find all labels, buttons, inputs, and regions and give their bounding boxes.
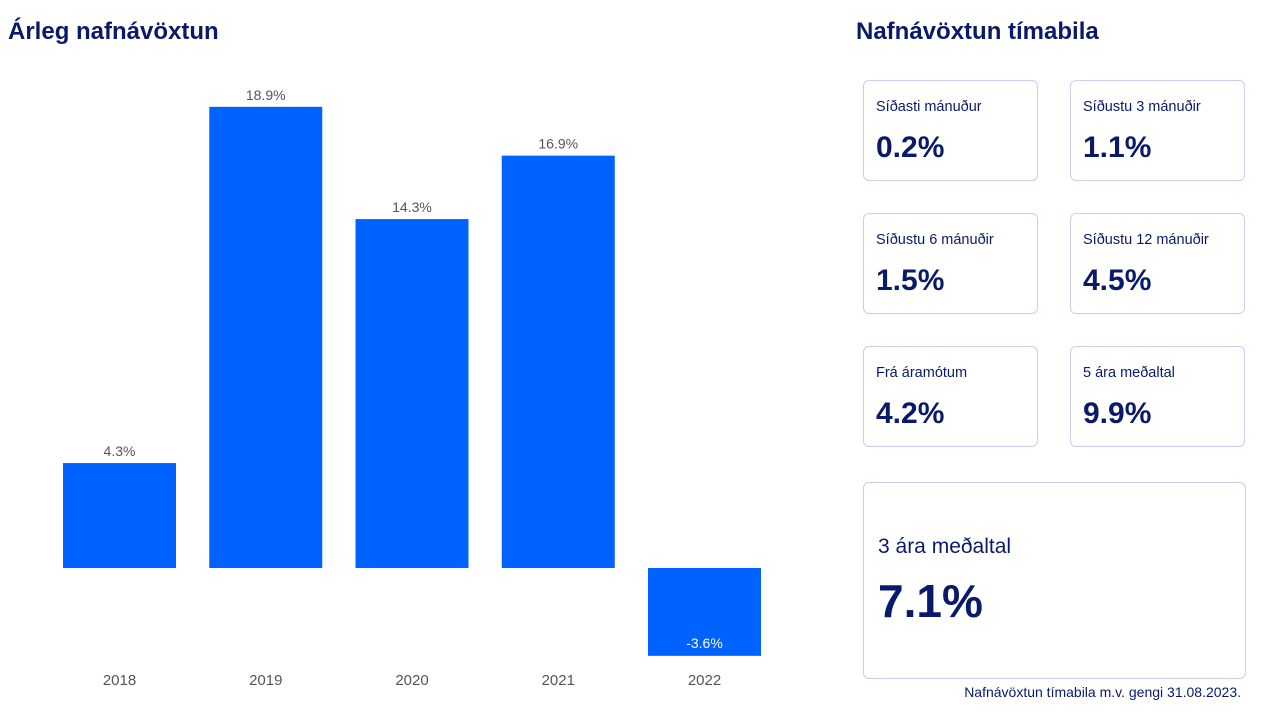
card-value: 9.9% bbox=[1083, 397, 1152, 430]
card-label: 5 ára meðaltal bbox=[1083, 365, 1175, 381]
x-tick-2020: 2020 bbox=[395, 672, 428, 689]
data-label-2018: 4.3% bbox=[104, 443, 136, 459]
bar-2020 bbox=[355, 219, 469, 568]
card-label: Síðustu 3 mánuðir bbox=[1083, 99, 1201, 115]
card-value: 4.2% bbox=[876, 397, 945, 430]
card-last-3-months: Síðustu 3 mánuðir 1.1% bbox=[1070, 80, 1245, 181]
card-value: 1.5% bbox=[876, 264, 945, 297]
x-tick-2021: 2021 bbox=[542, 672, 575, 689]
x-tick-2019: 2019 bbox=[249, 672, 282, 689]
card-value: 1.1% bbox=[1083, 131, 1152, 164]
card-last-6-months: Síðustu 6 mánuðir 1.5% bbox=[863, 213, 1038, 314]
data-label-2020: 14.3% bbox=[392, 199, 432, 215]
card-value: 0.2% bbox=[876, 131, 945, 164]
card-5-year-average: 5 ára meðaltal 9.9% bbox=[1070, 346, 1245, 447]
annual-return-bar-chart: 4.3% 2018 18.9% 2019 14.3% 2020 16.9% 2021 -3.6%… bbox=[63, 87, 761, 689]
card-label: Frá áramótum bbox=[876, 365, 968, 381]
data-label-2019: 18.9% bbox=[246, 87, 286, 103]
card-label: Síðasti mánuður bbox=[876, 99, 982, 115]
card-label: Síðustu 6 mánuðir bbox=[876, 232, 994, 248]
card-label: 3 ára meðaltal bbox=[878, 535, 1012, 558]
bar-2021 bbox=[501, 155, 615, 568]
x-tick-2018: 2018 bbox=[103, 672, 136, 689]
card-value: 4.5% bbox=[1083, 264, 1152, 297]
card-last-month: Síðasti mánuður 0.2% bbox=[863, 80, 1038, 181]
data-label-2021: 16.9% bbox=[538, 136, 578, 152]
card-value: 7.1% bbox=[878, 575, 983, 627]
bar-2018 bbox=[63, 463, 176, 568]
x-tick-2022: 2022 bbox=[688, 672, 721, 689]
card-label: Síðustu 12 mánuðir bbox=[1083, 232, 1209, 248]
card-3-year-average: 3 ára meðaltal 7.1% bbox=[863, 482, 1246, 679]
footnote: Nafnávöxtun tímabila m.v. gengi 31.08.20… bbox=[964, 684, 1241, 700]
chart-title: Árleg nafnávöxtun bbox=[8, 18, 219, 45]
data-label-2022: -3.6% bbox=[686, 635, 723, 651]
bar-2019 bbox=[209, 106, 323, 568]
card-year-to-date: Frá áramótum 4.2% bbox=[863, 346, 1038, 447]
periods-title: Nafnávöxtun tímabila bbox=[856, 18, 1099, 45]
card-last-12-months: Síðustu 12 mánuðir 4.5% bbox=[1070, 213, 1245, 314]
bar-2022 bbox=[648, 568, 761, 656]
